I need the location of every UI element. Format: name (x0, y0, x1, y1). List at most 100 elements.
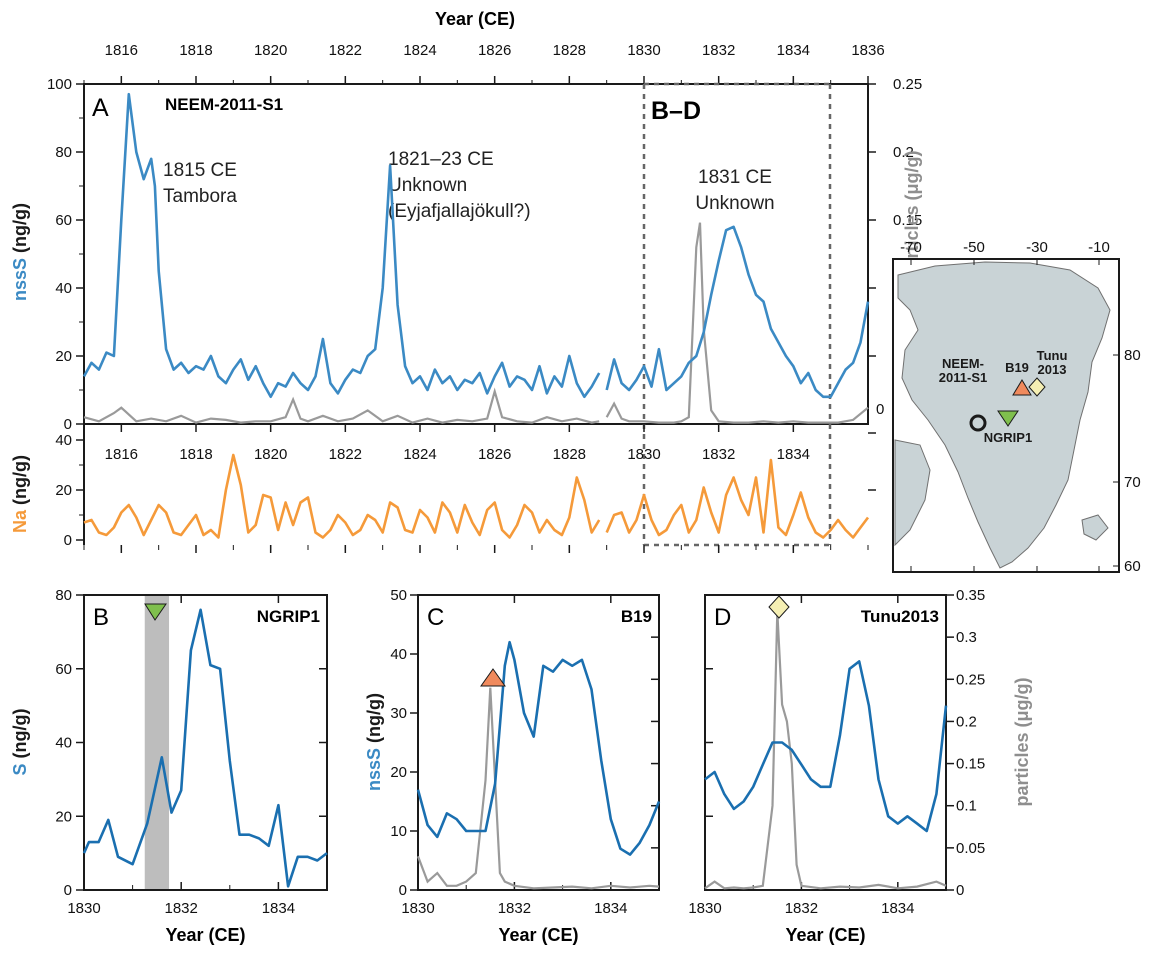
na-year-tick: 1832 (702, 446, 735, 463)
panel-b-ytick-label: 40 (55, 735, 72, 752)
baffin-landmass (894, 439, 931, 547)
panel-d-y2tick-label: 0.25 (956, 671, 985, 688)
panel-xtick-label: 1834 (594, 900, 627, 917)
top-year-tick: 1830 (627, 42, 660, 59)
panel-xlabel: Year (CE) (498, 925, 578, 945)
map-lon-tick: -30 (1026, 239, 1048, 256)
panel-a-ytick-label: 20 (55, 348, 72, 365)
panel-a-ylabel-unit: (ng/g) (10, 203, 30, 258)
panel-a-letter: A (92, 94, 109, 122)
panel-d-y2tick-label: 0.1 (956, 798, 977, 815)
ngrip-site-marker (997, 410, 1019, 427)
top-year-tick: 1824 (403, 42, 436, 59)
panel-d-y2tick-label: 0.2 (956, 713, 977, 730)
na-ytick-label: 0 (64, 532, 72, 549)
panel-c-ytick-label: 20 (390, 764, 407, 781)
na-year-tick: 1828 (553, 446, 586, 463)
nsss-line (605, 225, 870, 399)
na-ylabel-var: Na (10, 509, 30, 533)
na-year-tick: 1826 (478, 446, 511, 463)
panel-a-ytick-label: 40 (55, 280, 72, 297)
top-xlabel: Year (CE) (435, 9, 515, 29)
panel-c-ytick-label: 50 (390, 587, 407, 604)
panel-b: 1830 1832 1834 Year (CE) B NGRIP1 0 20 40 60 80 S (… (10, 587, 328, 945)
top-year-ticks: 1816 1818 1820 1822 1824 1826 1828 1830 1832 1834… (83, 42, 885, 84)
annotation-line: Unknown (695, 193, 774, 214)
island-landmass (1081, 514, 1109, 541)
panel-xtick-label: 1830 (401, 900, 434, 917)
annotation-line: 1831 CE (698, 167, 772, 188)
panel-xtick-label: 1832 (785, 900, 818, 917)
panel-c: 1830 1832 1834 Year (CE) C B19 0 10 20 30 40 50 nssS… (364, 587, 661, 945)
panel-frame (704, 594, 947, 891)
s-line (82, 608, 328, 888)
panel-d-right-label: particles (μg/g) (1012, 677, 1032, 806)
na-ylabel-unit: (ng/g) (10, 455, 30, 510)
top-year-tick: 1816 (105, 42, 138, 59)
map-site-label: 2011-S1 (939, 370, 987, 385)
panel-d-y2tick-label: 0.35 (956, 587, 985, 604)
neem-core-label: NEEM-2011-S1 (165, 95, 283, 114)
ngrip-marker (144, 603, 167, 621)
panel-c-ytick-label: 30 (390, 705, 407, 722)
particles-line (704, 611, 947, 890)
panel-a-y2tick-label: 0 (876, 401, 884, 418)
panel-xtick-label: 1834 (881, 900, 914, 917)
panel-letter: C (427, 604, 444, 631)
bd-label: B–D (651, 97, 701, 125)
panel-xtick-label: 1832 (165, 900, 198, 917)
panel-a-ytick-label: 0 (64, 416, 72, 433)
na-year-tick: 1822 (329, 446, 362, 463)
panel-core-label: NGRIP1 (257, 607, 320, 626)
map-site-label: NGRIP1 (984, 430, 1032, 445)
map-lat-tick: 80 (1124, 347, 1141, 364)
panel-a-ytick-label: 80 (55, 144, 72, 161)
panel-a-ytick-label: 60 (55, 212, 72, 229)
top-year-tick: 1820 (254, 42, 287, 59)
top-year-tick: 1832 (702, 42, 735, 59)
panel-xtick-label: 1832 (498, 900, 531, 917)
panel-a-ylabel-var: nssS (10, 258, 30, 301)
top-year-tick: 1822 (329, 42, 362, 59)
annotation-line: Unknown (388, 175, 467, 196)
top-year-tick: 1818 (179, 42, 212, 59)
top-year-tick: 1836 (851, 42, 884, 59)
panel-frame (417, 594, 660, 891)
particles-line (416, 687, 660, 890)
panel-xlabel: Year (CE) (785, 925, 865, 945)
panel-d-y2tick-label: 0.05 (956, 840, 985, 857)
na-ytick-label: 20 (55, 482, 72, 499)
panel-xlabel: Year (CE) (165, 925, 245, 945)
na-series (83, 453, 870, 539)
panel-b-ylabel-unit: (ng/g) (10, 709, 30, 764)
panel-a-ylabel: nssS (ng/g) (10, 203, 30, 301)
b19-site-marker (1012, 379, 1032, 396)
map-lon-tick: -70 (900, 239, 922, 256)
na-ytick-label: 40 (55, 432, 72, 449)
shaded-band (144, 596, 170, 889)
panel-b-ytick-label: 20 (55, 808, 72, 825)
panel-a-y2tick-label: 0.15 (893, 212, 922, 229)
map-site-label: 2013 (1038, 362, 1067, 377)
top-year-tick: 1826 (478, 42, 511, 59)
panel-xtick-label: 1834 (262, 900, 295, 917)
panel-a-series (82, 92, 870, 424)
na-year-tick: 1816 (105, 446, 138, 463)
panel-c-ytick-label: 0 (399, 882, 407, 899)
nsss-line (416, 640, 661, 856)
panel-b-ylabel-var: S (10, 763, 30, 775)
particles-line (83, 387, 600, 424)
panel-d: 1830 1832 1834 Year (CE) D Tunu2013 0 0.05 0.1 0.… (688, 587, 1032, 945)
panel-a-ytick-label: 100 (47, 76, 72, 93)
panel-d-y2tick-label: 0 (956, 882, 964, 899)
panel-c-ylabel-var: nssS (364, 748, 384, 791)
panel-letter: D (714, 604, 731, 631)
na-year-tick: 1818 (179, 446, 212, 463)
annotation-line: 1821–23 CE (388, 149, 494, 170)
panel-c-ytick-label: 10 (390, 823, 407, 840)
tunu-marker (768, 595, 790, 619)
map-site-label: B19 (1005, 360, 1029, 375)
particles-line (605, 222, 869, 424)
panel-xtick-label: 1830 (67, 900, 100, 917)
map-lat-tick: 60 (1124, 558, 1141, 575)
